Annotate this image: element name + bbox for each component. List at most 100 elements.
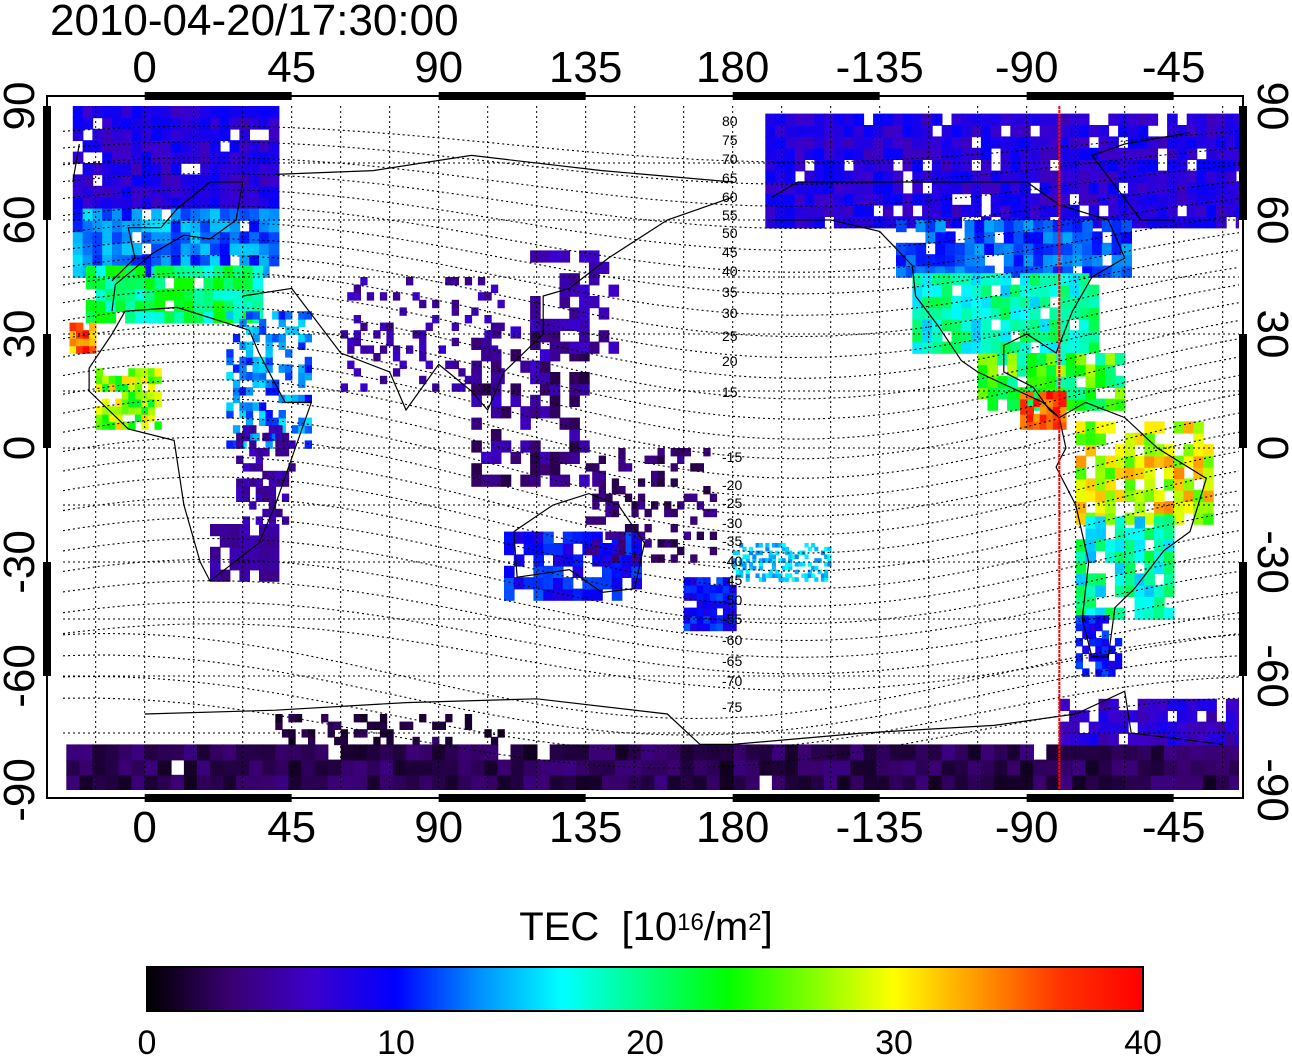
graticule: [63, 106, 1239, 790]
tec-cell: [275, 714, 283, 723]
tec-cell: [1108, 170, 1119, 183]
tec-cell: [735, 550, 740, 556]
tec-cell: [804, 125, 816, 138]
tec-cell: [804, 136, 816, 149]
tec-cell: [843, 125, 855, 138]
tec-cell: [262, 508, 270, 518]
tec-cell: [1144, 489, 1155, 502]
tec-cell: [82, 140, 94, 153]
tec-cell: [249, 242, 260, 255]
tec-cell: [931, 159, 943, 172]
tec-cell: [458, 383, 466, 392]
tec-cell: [853, 216, 865, 229]
tec-cell: [1007, 759, 1021, 776]
tec-cell: [229, 185, 241, 198]
tec-cell: [1127, 113, 1139, 126]
tec-cell: [549, 318, 561, 331]
tec-cell: [1235, 710, 1239, 723]
tec-cell: [579, 307, 590, 320]
contour-label: -75: [722, 699, 742, 715]
tec-cell: [1157, 182, 1168, 195]
tec-cell: [510, 326, 522, 339]
tec-cell: [716, 600, 724, 609]
tec-cell: [360, 345, 368, 354]
tec-cell: [954, 242, 966, 255]
tec-cell: [549, 744, 564, 761]
tec-cell: [1111, 242, 1123, 255]
tec-cell: [1124, 455, 1136, 468]
tec-cell: [631, 554, 639, 563]
tec-cell: [961, 330, 972, 343]
tec-cell: [275, 744, 290, 761]
tec-cell: [249, 463, 257, 472]
top-longitude-label: -135: [836, 43, 924, 92]
tec-cell: [1121, 254, 1132, 267]
tec-cell: [89, 345, 97, 354]
tec-cell: [1108, 668, 1116, 677]
tec-cell: [1150, 774, 1165, 790]
tec-cell: [134, 311, 146, 324]
tec-cell: [931, 113, 943, 126]
tec-cell: [298, 417, 306, 426]
tec-cell: [980, 182, 992, 195]
tec-cell: [1118, 170, 1129, 183]
tec-cell: [1134, 573, 1146, 586]
tec-cell: [1186, 721, 1198, 734]
tec-cell: [771, 565, 776, 571]
tec-cell: [151, 128, 162, 141]
tec-cell: [922, 284, 933, 297]
tec-cell: [690, 592, 698, 601]
tec-cell: [232, 425, 241, 434]
tec-cell: [268, 254, 280, 267]
tec-cell: [611, 543, 623, 556]
tec-cell: [1225, 710, 1237, 723]
tec-cell: [151, 197, 162, 210]
tec-cell: [1082, 220, 1093, 233]
left-latitude-label: -60: [0, 644, 44, 708]
tec-cell: [366, 721, 375, 730]
tec-cell: [582, 531, 593, 544]
tec-cell: [353, 714, 361, 723]
tec-cell: [131, 774, 146, 790]
tec-cell: [1206, 159, 1217, 172]
tec-cell: [1114, 489, 1126, 502]
frame-bar-top: [144, 92, 292, 100]
tec-cell: [1036, 353, 1048, 366]
tec-cell: [709, 607, 718, 616]
tec-cell: [249, 174, 260, 187]
tec-cell: [500, 406, 512, 419]
tec-cell: [794, 147, 806, 160]
tec-cell: [1157, 170, 1168, 183]
tec-cell: [128, 406, 136, 415]
tec-cell: [170, 197, 182, 210]
tec-cell: [1020, 182, 1031, 195]
tec-cell: [249, 151, 260, 164]
tec-cell: [539, 463, 551, 476]
contour-label: 25: [722, 328, 738, 344]
tec-cell: [1108, 193, 1119, 206]
tec-cell: [549, 451, 561, 464]
tec-cell: [980, 147, 992, 160]
coastline: [771, 181, 1126, 419]
tec-cell: [784, 550, 789, 556]
tec-cell: [219, 208, 231, 221]
tec-cell: [419, 299, 427, 309]
tec-cell: [298, 372, 306, 381]
tec-cell: [824, 546, 829, 552]
tec-cell: [814, 125, 825, 138]
tec-cell: [971, 318, 982, 331]
tec-cell: [147, 375, 156, 385]
tec-cell: [239, 208, 250, 221]
tec-cell: [771, 573, 776, 578]
tec-cell: [210, 242, 221, 255]
tec-cell: [121, 220, 133, 233]
tec-cell: [105, 265, 117, 278]
frame-bar-right: [1239, 334, 1247, 448]
tec-cell: [562, 554, 574, 567]
tec-cell: [121, 383, 130, 392]
tec-cell: [533, 543, 544, 556]
tec-cell: [615, 774, 629, 790]
tec-cell: [1137, 216, 1149, 229]
tec-cell: [95, 311, 107, 324]
tec-cell: [784, 170, 796, 183]
